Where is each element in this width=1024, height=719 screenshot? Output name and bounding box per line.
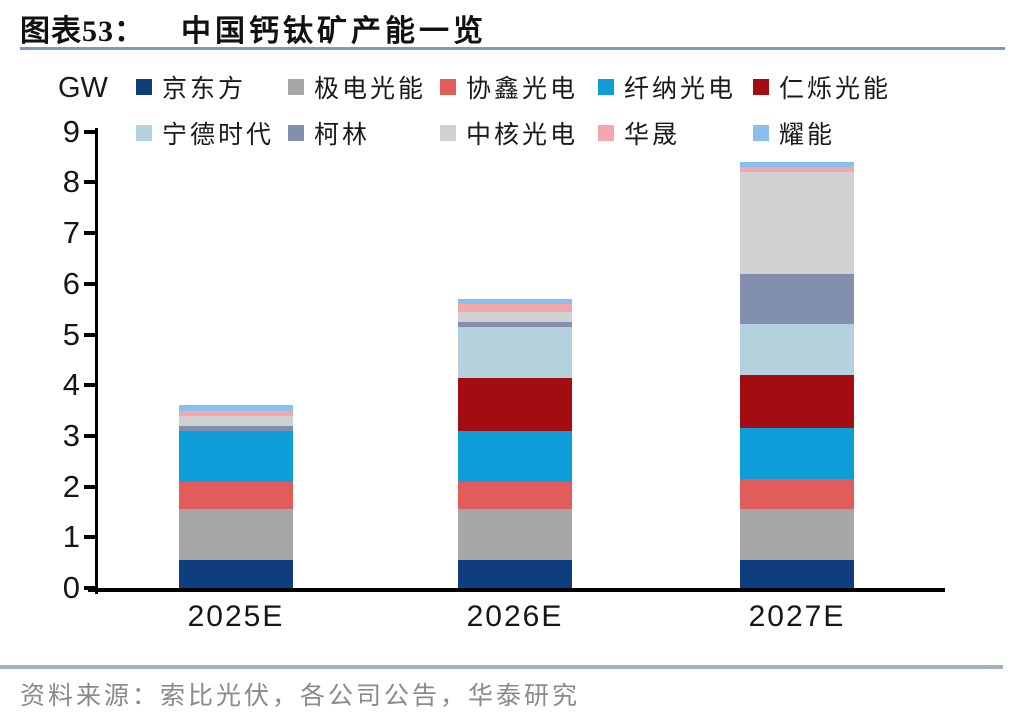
- bar-segment: [740, 273, 854, 325]
- legend-swatch: [598, 79, 614, 95]
- legend-item: 柯林: [288, 120, 440, 149]
- chart-number-label: 图表53：: [20, 15, 145, 48]
- bar-segment: [179, 560, 293, 588]
- bar-segment: [179, 405, 293, 411]
- y-tick-mark: [84, 180, 95, 185]
- legend-item: 耀能: [753, 120, 953, 149]
- bar-segment: [740, 324, 854, 376]
- legend-item: 华晟: [598, 120, 753, 149]
- legend-label: 柯林: [314, 122, 371, 149]
- title-underline-rule: [20, 47, 1005, 50]
- y-tick-mark: [84, 231, 95, 236]
- legend-label: 纤纳光电: [624, 76, 737, 103]
- bar-segment: [458, 321, 572, 327]
- chart-title: 中国钙钛矿产能一览: [181, 15, 487, 48]
- bar-segment: [179, 410, 293, 416]
- bar-segment: [740, 428, 854, 479]
- legend-item: 京东方: [136, 74, 288, 103]
- bar-segment: [740, 375, 854, 429]
- legend-label: 协鑫光电: [466, 76, 579, 103]
- bar-segment: [458, 299, 572, 305]
- legend-swatch: [598, 125, 614, 141]
- bar-segment: [740, 478, 854, 510]
- legend-swatch: [136, 79, 152, 95]
- y-tick-mark: [84, 586, 95, 590]
- legend-swatch: [440, 125, 456, 141]
- legend-item: 中核光电: [440, 120, 598, 149]
- legend-swatch: [136, 125, 152, 141]
- y-axis-unit-label: GW: [58, 72, 108, 104]
- y-tick-label: 2: [62, 468, 80, 504]
- legend-label: 宁德时代: [162, 122, 275, 149]
- y-tick-label: 9: [62, 113, 80, 149]
- legend-label: 极电光能: [314, 76, 427, 103]
- x-axis-label: 2026E: [466, 600, 564, 633]
- bar-segment: [458, 430, 572, 482]
- bar-segment: [458, 481, 572, 510]
- chart-title-row: 图表53： 中国钙钛矿产能一览: [20, 6, 487, 50]
- y-tick-mark: [84, 383, 95, 388]
- bar-segment: [458, 311, 572, 322]
- source-note: 资料来源：索比光伏，各公司公告，华泰研究: [20, 683, 581, 710]
- y-tick-label: 7: [62, 215, 80, 251]
- legend-item: 仁烁光能: [753, 74, 953, 103]
- bar-segment: [740, 162, 854, 168]
- y-tick-mark: [84, 129, 95, 134]
- bar-segment: [458, 560, 572, 588]
- bar-segment: [179, 425, 293, 431]
- y-tick-mark: [84, 332, 95, 337]
- legend-swatch: [753, 125, 769, 141]
- legend-swatch: [288, 79, 304, 95]
- bar-segment: [740, 172, 854, 274]
- y-tick-label: 3: [62, 417, 80, 453]
- bar-segment: [458, 304, 572, 312]
- y-tick-label: 5: [62, 316, 80, 352]
- footer-divider-rule: [0, 665, 1003, 669]
- bar-segment: [740, 167, 854, 173]
- legend-label: 中核光电: [466, 122, 579, 149]
- legend-swatch: [753, 79, 769, 95]
- legend-item: 协鑫光电: [440, 74, 598, 103]
- bar-segment: [458, 377, 572, 431]
- y-tick-mark: [84, 535, 95, 540]
- legend-label: 华晟: [624, 122, 681, 149]
- legend-label: 耀能: [779, 122, 836, 149]
- y-tick-label: 4: [62, 367, 80, 403]
- legend-label: 京东方: [162, 76, 247, 103]
- y-tick-label: 6: [62, 265, 80, 301]
- legend-item: 纤纳光电: [598, 74, 753, 103]
- y-tick-mark: [84, 433, 95, 438]
- bar-segment: [179, 509, 293, 561]
- y-tick-mark: [84, 484, 95, 489]
- chart-legend: 京东方 极电光能 协鑫光电 纤纳光电 仁烁光能宁德时代 柯林 中核光电 华晟 耀能: [136, 74, 1016, 149]
- legend-label: 仁烁光能: [779, 76, 892, 103]
- bar-segment: [179, 415, 293, 426]
- bar-segment: [740, 560, 854, 588]
- y-tick-label: 1: [62, 519, 80, 555]
- legend-swatch: [440, 79, 456, 95]
- y-axis-line: [95, 128, 98, 594]
- legend-item: 极电光能: [288, 74, 440, 103]
- bar-segment: [179, 481, 293, 510]
- y-tick-label: 8: [62, 164, 80, 200]
- x-axis-label: 2027E: [748, 600, 846, 633]
- x-axis-label: 2025E: [187, 600, 285, 633]
- y-tick-mark: [84, 281, 95, 286]
- bar-segment: [458, 509, 572, 561]
- y-tick-label: 0: [62, 570, 80, 605]
- bar-segment: [458, 326, 572, 378]
- legend-swatch: [288, 125, 304, 141]
- bar-segment: [179, 430, 293, 482]
- bar-segment: [740, 509, 854, 561]
- legend-item: 宁德时代: [136, 120, 288, 149]
- x-axis-line: [88, 588, 945, 592]
